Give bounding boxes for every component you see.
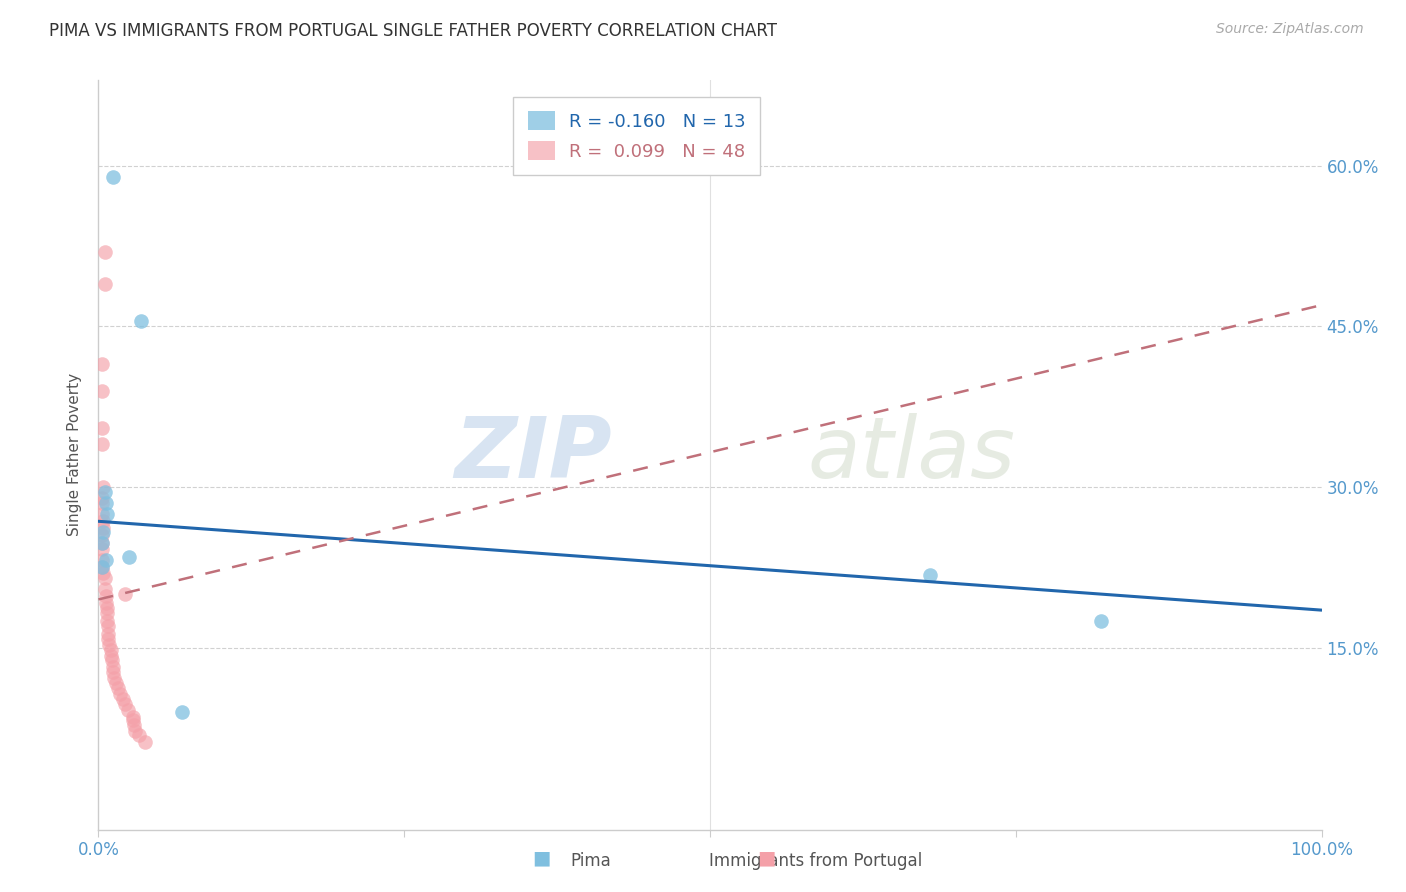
Point: [100, 642, 122, 657]
Point: [91, 528, 114, 542]
Point: [91, 560, 114, 574]
Point: [91, 535, 114, 549]
Point: [129, 314, 152, 328]
Legend: R = -0.160   N = 13, R =  0.099   N = 48: R = -0.160 N = 13, R = 0.099 N = 48: [513, 97, 761, 175]
Point: [111, 692, 134, 706]
Point: [170, 705, 193, 719]
Point: [134, 735, 156, 749]
Point: [91, 514, 114, 528]
Point: [91, 384, 114, 398]
Point: [91, 535, 114, 549]
Text: ■: ■: [756, 848, 776, 867]
Text: PIMA VS IMMIGRANTS FROM PORTUGAL SINGLE FATHER POVERTY CORRELATION CHART: PIMA VS IMMIGRANTS FROM PORTUGAL SINGLE …: [49, 22, 778, 40]
Point: [94, 553, 117, 567]
Point: [94, 596, 117, 610]
Point: [91, 437, 114, 451]
Point: [91, 566, 114, 580]
Point: [91, 421, 114, 435]
Point: [96, 507, 118, 521]
Point: [103, 671, 125, 685]
Point: [91, 496, 114, 510]
Point: [1090, 614, 1112, 628]
Point: [91, 491, 114, 505]
Point: [121, 714, 143, 728]
Point: [107, 681, 129, 696]
Point: [94, 589, 117, 603]
Point: [91, 524, 114, 539]
Y-axis label: Single Father Poverty: Single Father Poverty: [67, 374, 83, 536]
Point: [93, 244, 115, 259]
Point: [101, 660, 124, 674]
Point: [122, 717, 145, 731]
Point: [128, 728, 150, 742]
Point: [97, 626, 120, 640]
Point: [91, 357, 114, 371]
Point: [91, 553, 114, 567]
Point: [96, 614, 118, 628]
Text: ZIP: ZIP: [454, 413, 612, 497]
Point: [91, 542, 114, 557]
Point: [91, 480, 114, 494]
Point: [91, 521, 114, 535]
Point: [98, 639, 121, 653]
Point: [93, 571, 115, 585]
Point: [93, 277, 115, 291]
Text: ■: ■: [531, 848, 551, 867]
Text: Source: ZipAtlas.com: Source: ZipAtlas.com: [1216, 22, 1364, 37]
Point: [93, 582, 115, 596]
Point: [117, 703, 139, 717]
Point: [94, 496, 117, 510]
Point: [114, 698, 136, 712]
Point: [101, 665, 124, 680]
Point: [104, 676, 127, 690]
Point: [114, 587, 136, 601]
Point: [101, 169, 124, 184]
Point: [93, 485, 115, 500]
Text: Pima: Pima: [571, 852, 610, 870]
Point: [97, 632, 120, 646]
Point: [97, 619, 120, 633]
Text: Immigrants from Portugal: Immigrants from Portugal: [709, 852, 922, 870]
Point: [91, 507, 114, 521]
Point: [110, 687, 132, 701]
Point: [91, 560, 114, 574]
Point: [121, 710, 143, 724]
Point: [101, 653, 124, 667]
Point: [118, 549, 141, 564]
Point: [920, 567, 942, 582]
Point: [124, 724, 146, 739]
Text: atlas: atlas: [808, 413, 1017, 497]
Point: [96, 601, 118, 615]
Point: [96, 607, 118, 621]
Point: [100, 649, 122, 664]
